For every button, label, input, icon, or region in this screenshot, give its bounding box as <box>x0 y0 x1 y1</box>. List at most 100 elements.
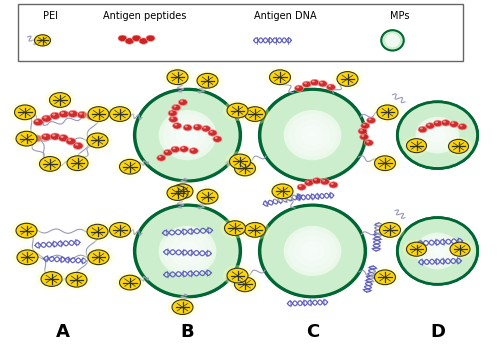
Circle shape <box>73 143 83 150</box>
Circle shape <box>41 133 51 140</box>
Ellipse shape <box>424 239 451 263</box>
Circle shape <box>370 267 400 287</box>
Circle shape <box>185 126 188 127</box>
Circle shape <box>360 129 362 131</box>
Circle shape <box>75 144 78 146</box>
Circle shape <box>370 153 400 173</box>
Text: D: D <box>430 323 445 341</box>
Ellipse shape <box>284 226 342 276</box>
Circle shape <box>165 151 168 153</box>
Circle shape <box>322 180 325 182</box>
Circle shape <box>320 179 330 185</box>
Circle shape <box>450 121 458 127</box>
Circle shape <box>14 105 36 120</box>
Circle shape <box>50 93 70 107</box>
Ellipse shape <box>385 33 400 47</box>
Ellipse shape <box>428 128 446 143</box>
Circle shape <box>268 181 297 201</box>
Circle shape <box>17 250 38 265</box>
Circle shape <box>376 220 404 240</box>
Circle shape <box>448 139 468 153</box>
Circle shape <box>226 151 254 172</box>
Ellipse shape <box>135 90 240 181</box>
Circle shape <box>310 79 319 86</box>
Ellipse shape <box>163 114 212 156</box>
Circle shape <box>43 134 46 137</box>
Circle shape <box>182 147 184 149</box>
Circle shape <box>169 116 178 122</box>
Circle shape <box>34 136 37 138</box>
Circle shape <box>68 110 78 117</box>
Circle shape <box>435 121 438 123</box>
Circle shape <box>460 125 462 127</box>
Circle shape <box>244 107 266 121</box>
Circle shape <box>452 122 454 124</box>
Circle shape <box>52 134 56 137</box>
Ellipse shape <box>398 102 477 168</box>
Circle shape <box>120 275 141 290</box>
Text: PEI: PEI <box>42 11 58 21</box>
Ellipse shape <box>144 213 231 289</box>
Ellipse shape <box>396 216 479 286</box>
Circle shape <box>380 223 400 237</box>
Circle shape <box>41 272 62 286</box>
Ellipse shape <box>258 88 367 183</box>
Circle shape <box>434 120 442 127</box>
Circle shape <box>312 178 322 184</box>
Circle shape <box>16 131 37 146</box>
Ellipse shape <box>428 244 446 258</box>
Circle shape <box>60 136 64 138</box>
Circle shape <box>374 270 396 285</box>
Circle shape <box>326 84 336 90</box>
Circle shape <box>223 265 252 286</box>
Ellipse shape <box>262 207 362 294</box>
Ellipse shape <box>414 115 461 155</box>
Circle shape <box>70 112 73 114</box>
Circle shape <box>270 70 290 85</box>
Circle shape <box>230 154 250 169</box>
Circle shape <box>197 189 218 204</box>
Ellipse shape <box>416 233 460 269</box>
Circle shape <box>46 90 74 110</box>
Circle shape <box>116 272 144 293</box>
Circle shape <box>234 161 256 176</box>
Circle shape <box>314 179 317 181</box>
Ellipse shape <box>258 204 367 298</box>
Circle shape <box>450 242 470 256</box>
Ellipse shape <box>307 131 318 140</box>
Circle shape <box>208 130 217 136</box>
Circle shape <box>266 67 294 87</box>
Circle shape <box>13 247 42 267</box>
Circle shape <box>361 122 370 129</box>
Circle shape <box>312 80 315 82</box>
Text: Antigen peptides: Antigen peptides <box>104 11 186 21</box>
Circle shape <box>330 183 334 185</box>
Circle shape <box>174 105 176 107</box>
Circle shape <box>373 102 402 122</box>
Ellipse shape <box>138 207 237 294</box>
Circle shape <box>296 86 299 88</box>
Ellipse shape <box>419 236 456 266</box>
Circle shape <box>66 138 76 145</box>
Ellipse shape <box>382 30 404 51</box>
Ellipse shape <box>400 219 475 283</box>
Circle shape <box>443 121 446 123</box>
Circle shape <box>360 134 368 140</box>
Circle shape <box>40 157 60 171</box>
Ellipse shape <box>307 246 318 256</box>
Ellipse shape <box>398 218 477 284</box>
Circle shape <box>36 120 38 122</box>
Circle shape <box>168 110 177 116</box>
Ellipse shape <box>260 205 365 297</box>
Circle shape <box>37 269 66 289</box>
Circle shape <box>10 102 40 122</box>
Ellipse shape <box>276 103 349 167</box>
Circle shape <box>406 139 426 153</box>
Circle shape <box>362 135 364 137</box>
Circle shape <box>458 124 467 130</box>
Circle shape <box>294 85 304 92</box>
Circle shape <box>36 154 64 174</box>
Circle shape <box>234 277 256 292</box>
Circle shape <box>406 242 426 256</box>
Circle shape <box>63 153 92 173</box>
